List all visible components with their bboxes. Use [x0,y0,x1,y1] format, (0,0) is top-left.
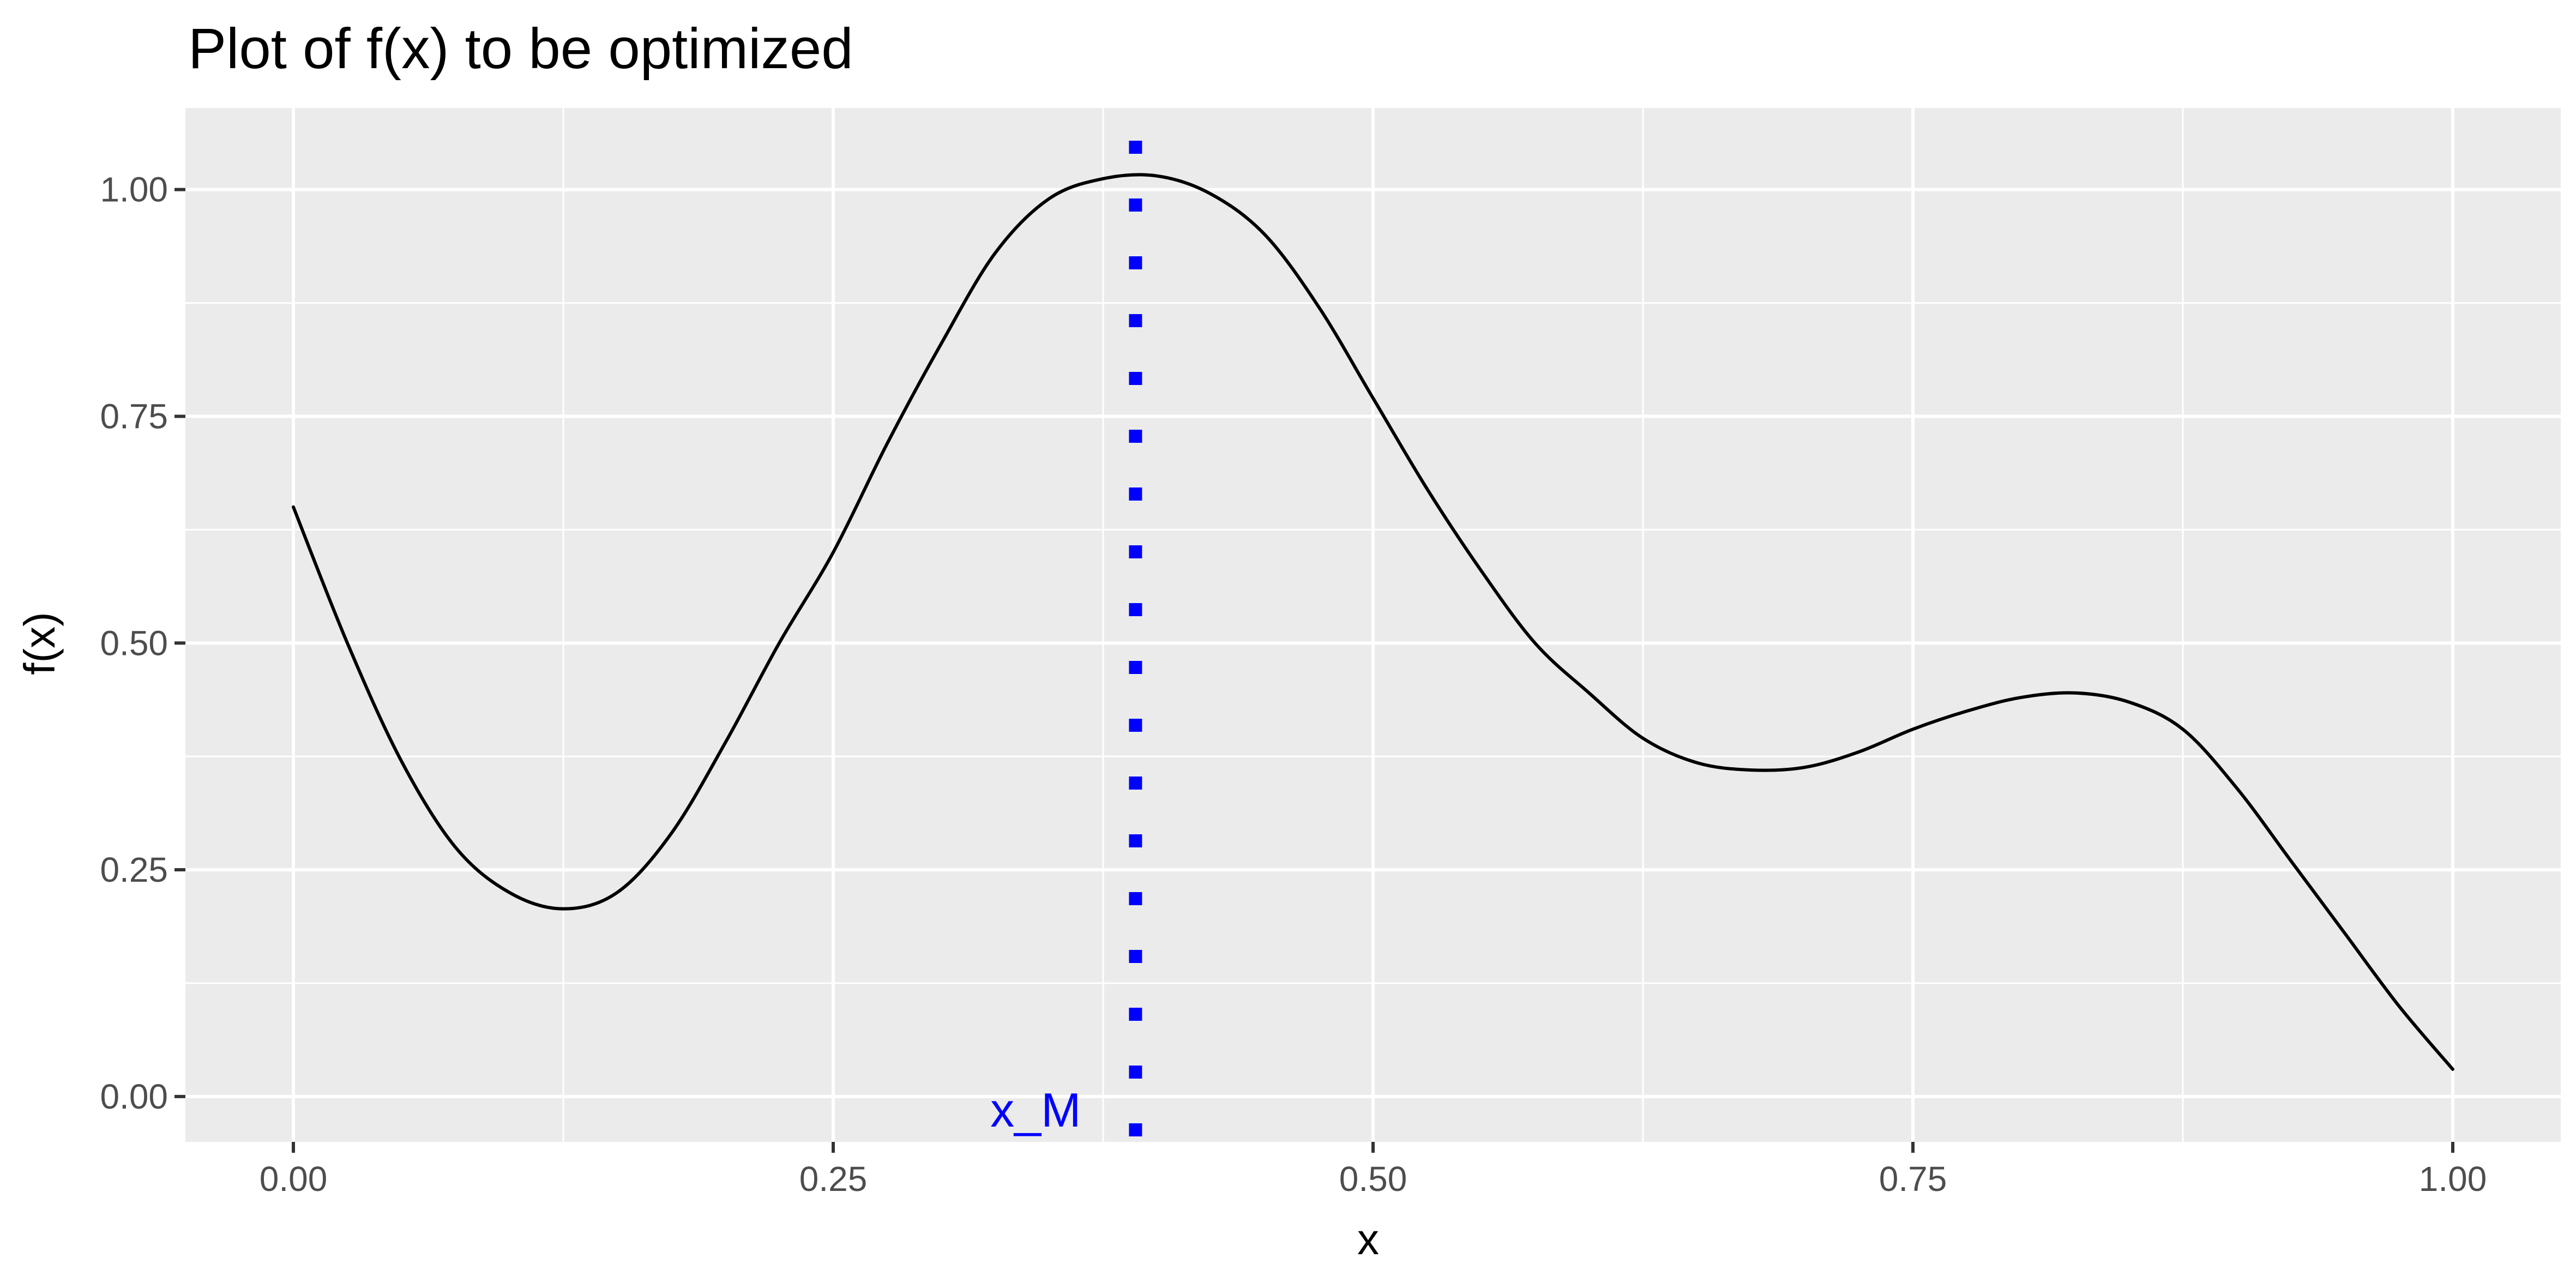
series-line [292,173,2454,1071]
x-tick-label: 0.50 [1339,1159,1407,1199]
y-tick-label: 0.50 [100,623,168,663]
y-axis-label: f(x) [15,612,64,675]
x-tick-label: 0.00 [260,1159,328,1199]
x-tick-label: 0.75 [1879,1159,1947,1199]
y-tick-label: 1.00 [100,170,168,209]
y-axis: 0.00 0.25 0.50 0.75 1.00 [100,170,185,1116]
x-tick-label: 0.25 [799,1159,868,1199]
y-tick-label: 0.25 [100,850,168,889]
x-axis: 0.00 0.25 0.50 0.75 1.00 [260,1142,2487,1199]
chart-title: Plot of f(x) to be optimized [188,17,853,81]
series-line-group [292,173,2454,1071]
vline-label: x_M [990,1083,1081,1137]
grid [185,108,2561,1142]
x-axis-label: x [1357,1215,1379,1263]
y-tick-label: 0.75 [100,396,168,436]
vline-annotation-group: x_M [990,141,1142,1142]
x-tick-label: 1.00 [2419,1159,2487,1199]
y-tick-label: 0.00 [100,1077,168,1116]
